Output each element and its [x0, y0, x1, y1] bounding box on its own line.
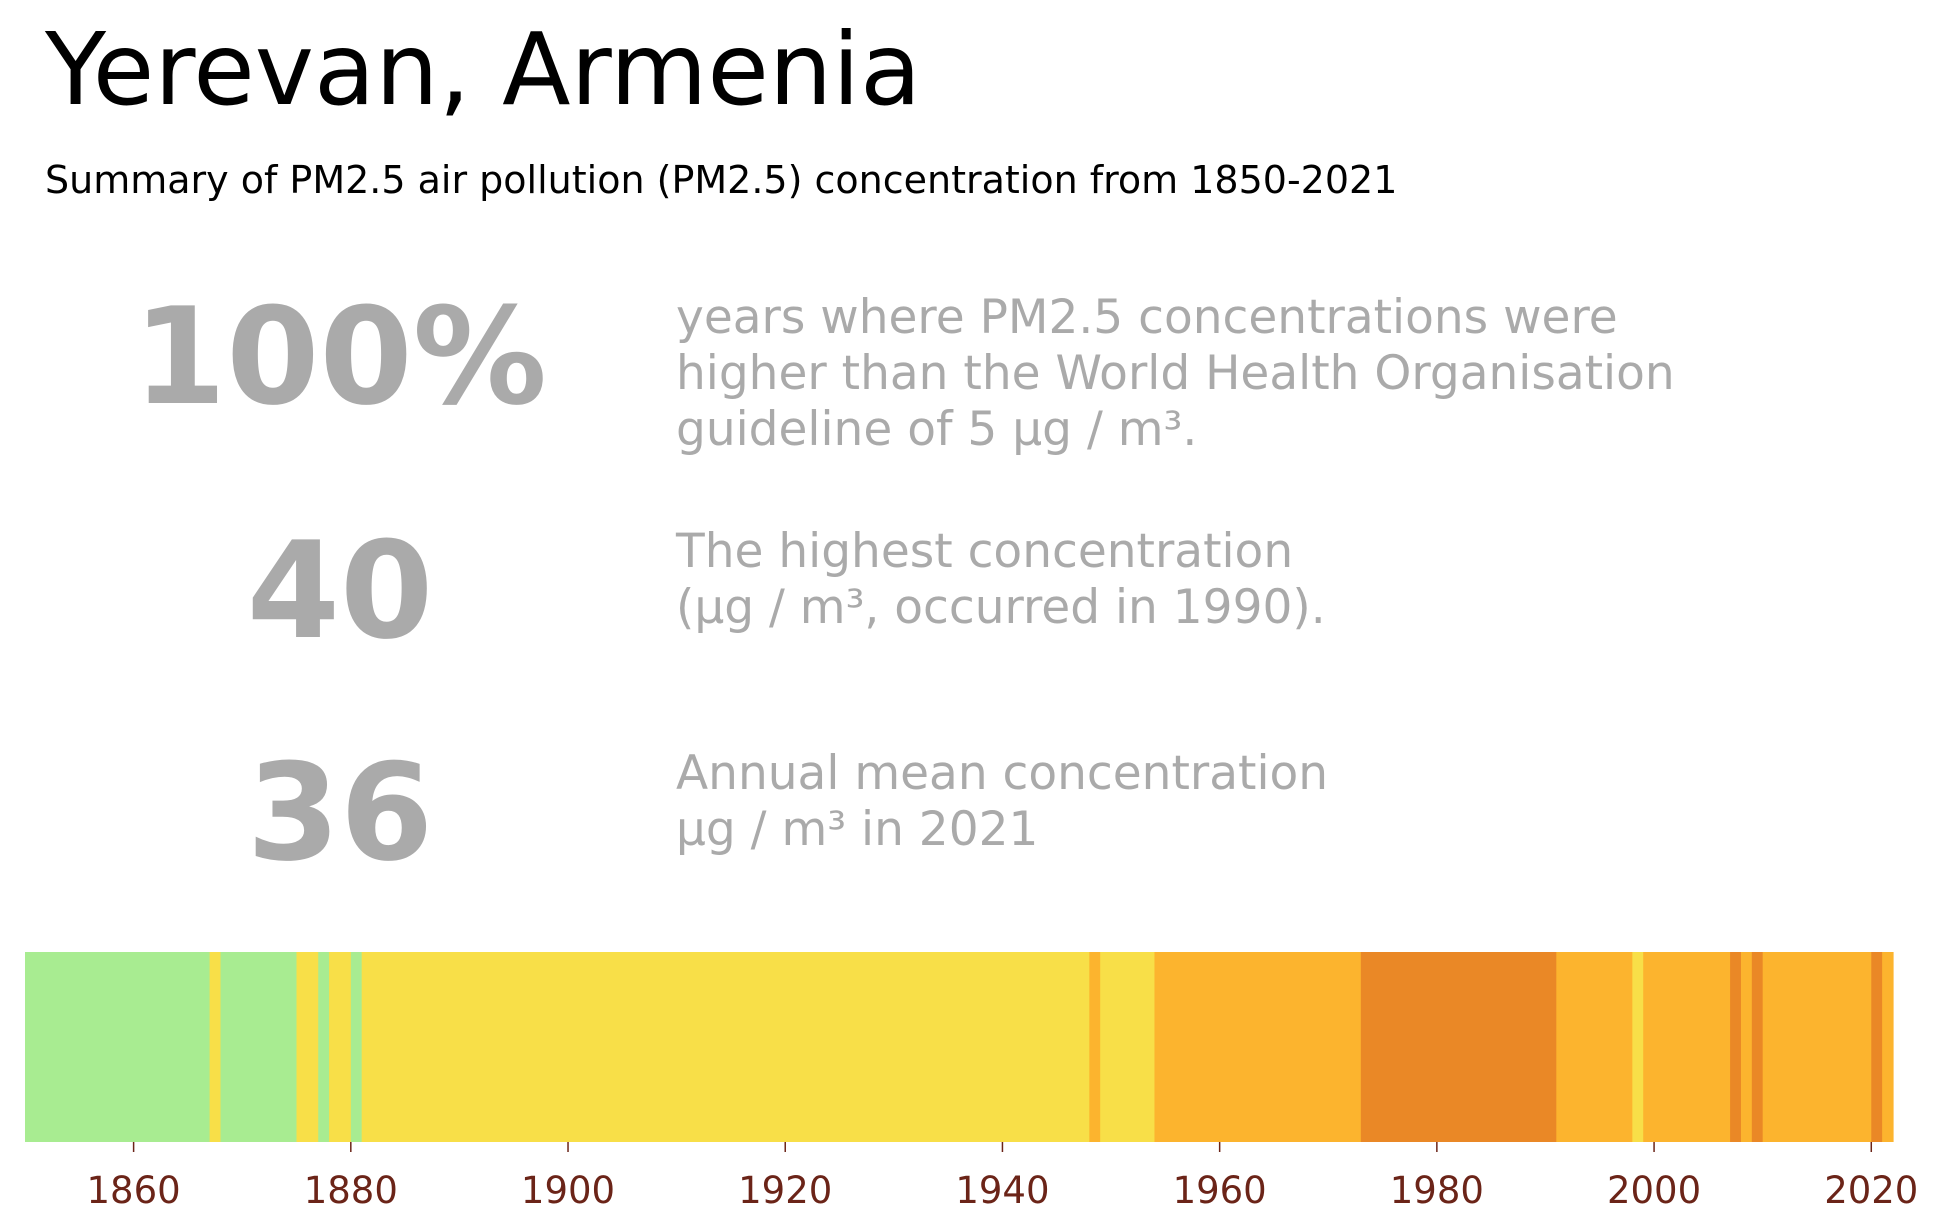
stat-description-line: guideline of 5 μg / m³. [676, 402, 1198, 457]
stripe-segment-1991-1998 [1556, 952, 1633, 1142]
stripe-segment-1877-1878 [318, 952, 330, 1142]
x-tick-label-1940: 1940 [955, 1169, 1049, 1212]
stat-value-highest: 40 [246, 513, 434, 669]
stat-description-percent-years: years where PM2.5 concentrations were hi… [676, 290, 1675, 458]
stripe-segment-2008-2009 [1740, 952, 1753, 1142]
stripe-segment-2020-2021 [1871, 952, 1883, 1142]
x-tick-label-2000: 2000 [1607, 1169, 1701, 1212]
stripe-segment-1999-2007 [1643, 952, 1731, 1142]
stat-description-line: years where PM2.5 concentrations were [676, 290, 1618, 345]
stripe-segment-1868-1875 [220, 952, 298, 1142]
stripe-segment-1949-1954 [1100, 952, 1156, 1142]
x-tick-label-1880: 1880 [304, 1169, 398, 1212]
stripe-segment-1998-1999 [1632, 952, 1644, 1142]
x-tick-label-2020: 2020 [1824, 1169, 1918, 1212]
stripe-segment-2007-2008 [1730, 952, 1742, 1142]
stripe-segment-2009-2010 [1751, 952, 1764, 1142]
x-tick-label-1960: 1960 [1173, 1169, 1267, 1212]
x-tick-label-1860: 1860 [87, 1169, 181, 1212]
stat-description-line: higher than the World Health Organisatio… [676, 346, 1675, 401]
stripe-segment-1850-1867 [25, 952, 211, 1142]
stripe-segment-1954-1973 [1154, 952, 1362, 1142]
stripe-segments [25, 952, 1894, 1142]
page-title: Yerevan, Armenia [45, 11, 922, 128]
stripe-segment-2010-2020 [1762, 952, 1872, 1142]
stat-description-line: (μg / m³, occurred in 1990). [676, 580, 1326, 635]
stat-description-line: The highest concentration [676, 524, 1294, 579]
page-subtitle: Summary of PM2.5 air pollution (PM2.5) c… [45, 158, 1398, 202]
stripe-segment-1973-1991 [1360, 952, 1557, 1142]
stat-description-highest: The highest concentration (μg / m³, occu… [676, 524, 1326, 636]
stripe-segment-1880-1881 [350, 952, 363, 1142]
stat-value-percent-years: 100% [133, 279, 547, 435]
stat-description-line: Annual mean concentration [676, 746, 1329, 801]
stat-description-line: μg / m³ in 2021 [676, 802, 1039, 857]
x-tick-label-1980: 1980 [1390, 1169, 1484, 1212]
x-axis-ticks: 1860 1880 1900 1920 1940 1960 1980 2000 2020 [87, 1142, 1918, 1212]
stripe-segment-2021-2022 [1882, 952, 1894, 1142]
stripe-segment-1948-1949 [1089, 952, 1101, 1142]
stripe-segment-1878-1880 [329, 952, 352, 1142]
stripe-segment-1875-1877 [296, 952, 319, 1142]
x-tick-label-1920: 1920 [738, 1169, 832, 1212]
stripe-segment-1881-1948 [361, 952, 1090, 1142]
x-tick-label-1900: 1900 [521, 1169, 615, 1212]
stat-value-annual-mean: 36 [246, 735, 434, 891]
stat-description-annual-mean: Annual mean concentration μg / m³ in 202… [676, 746, 1328, 858]
stripe-segment-1867-1868 [209, 952, 222, 1142]
